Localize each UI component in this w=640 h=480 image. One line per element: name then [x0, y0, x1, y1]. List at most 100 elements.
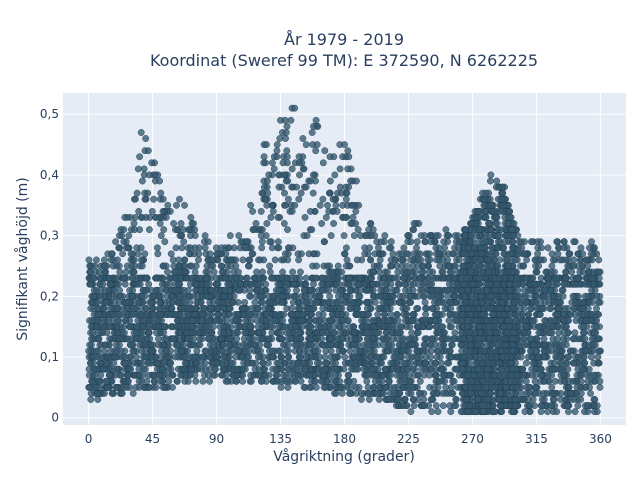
data-point — [491, 383, 499, 391]
data-point — [299, 359, 307, 367]
data-point — [148, 347, 156, 355]
data-point — [391, 383, 398, 391]
data-point — [295, 329, 303, 337]
data-point — [263, 220, 271, 227]
data-point — [560, 280, 568, 288]
data-point — [312, 274, 320, 282]
data-point — [91, 371, 99, 379]
data-point — [239, 305, 247, 312]
data-point — [491, 408, 498, 415]
data-point — [431, 317, 439, 324]
data-point — [577, 396, 585, 403]
data-point — [446, 311, 454, 318]
data-point — [124, 335, 131, 343]
data-point — [311, 347, 319, 355]
data-point — [156, 286, 164, 294]
data-point — [466, 341, 474, 349]
data-point — [498, 365, 506, 373]
data-point — [121, 359, 129, 367]
data-point — [270, 292, 278, 300]
data-point — [545, 292, 553, 300]
data-point — [410, 335, 418, 343]
data-point — [475, 335, 483, 343]
data-point — [121, 280, 129, 288]
data-point — [344, 165, 352, 173]
data-point — [129, 305, 137, 312]
data-point — [288, 311, 296, 318]
data-point — [269, 353, 276, 361]
data-point — [533, 292, 541, 300]
data-point — [420, 396, 428, 403]
data-point — [332, 371, 339, 379]
data-point — [153, 244, 161, 252]
data-point — [150, 195, 158, 203]
data-point — [171, 286, 179, 294]
data-point — [385, 341, 393, 349]
data-point — [401, 317, 409, 324]
data-point — [177, 371, 185, 379]
data-point — [423, 335, 430, 343]
data-point — [474, 286, 481, 294]
data-point — [224, 377, 232, 385]
data-point — [528, 353, 536, 361]
data-point — [206, 377, 214, 385]
data-point — [158, 365, 166, 373]
data-point — [506, 280, 513, 288]
data-point — [225, 280, 233, 288]
data-point — [199, 353, 206, 361]
data-point — [106, 371, 113, 379]
data-point — [559, 292, 567, 300]
data-point — [573, 371, 581, 379]
data-point — [133, 323, 141, 331]
data-point — [445, 371, 453, 379]
data-point — [382, 329, 390, 337]
data-points — [85, 104, 604, 415]
data-point — [116, 311, 124, 318]
data-point — [253, 286, 261, 294]
data-point — [422, 311, 429, 318]
data-point — [306, 359, 314, 367]
data-point — [176, 292, 184, 300]
data-point — [300, 383, 308, 391]
data-point — [427, 347, 435, 355]
data-point — [373, 389, 380, 397]
data-point — [283, 147, 291, 155]
data-point — [380, 323, 387, 331]
data-point — [594, 353, 602, 361]
data-point — [305, 329, 313, 337]
data-point — [118, 389, 126, 397]
data-point — [326, 177, 334, 185]
data-point — [393, 371, 401, 379]
data-point — [145, 359, 153, 367]
data-point — [181, 298, 189, 306]
data-point — [558, 365, 565, 373]
data-point — [400, 347, 407, 355]
data-point — [480, 347, 488, 355]
data-point — [393, 286, 401, 294]
data-point — [446, 402, 454, 409]
data-point — [393, 347, 401, 355]
data-point — [553, 347, 560, 355]
data-point — [153, 317, 161, 324]
data-point — [498, 408, 506, 415]
data-point — [553, 408, 561, 415]
data-point — [474, 396, 482, 403]
data-point — [565, 383, 573, 391]
data-point — [590, 402, 598, 409]
data-point — [389, 292, 397, 300]
data-point — [261, 371, 269, 379]
data-point — [555, 329, 563, 337]
data-point — [321, 323, 328, 331]
data-point — [312, 147, 320, 155]
data-point — [558, 359, 565, 367]
data-point — [283, 123, 291, 130]
data-point — [103, 329, 111, 337]
data-point — [284, 195, 292, 203]
data-point — [315, 365, 323, 373]
data-point — [551, 317, 558, 324]
data-point — [264, 359, 272, 367]
data-point — [181, 353, 189, 361]
data-point — [109, 389, 117, 397]
data-point — [193, 347, 201, 355]
data-point — [451, 329, 459, 337]
